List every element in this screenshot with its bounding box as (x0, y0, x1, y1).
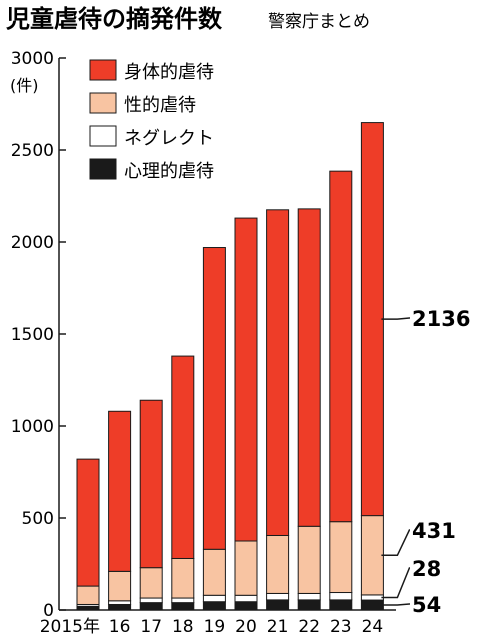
bar-segment (266, 534, 290, 594)
bar-segment (329, 521, 353, 594)
bar-segment (108, 600, 132, 605)
bar-segment (171, 597, 195, 604)
bar-segment (76, 585, 100, 605)
y-tick-label: 3000 (11, 49, 54, 69)
legend-swatch (89, 59, 117, 81)
x-tick-label: 22 (298, 617, 320, 637)
x-axis-ticks: 2015年 16 17 18 19 20 21 22 23 24 (40, 617, 383, 637)
legend-label: 性的虐待 (124, 95, 196, 116)
bar-segment (329, 592, 353, 601)
bar-segment (360, 594, 384, 601)
bar-segment (234, 217, 258, 542)
bar-segment (360, 599, 384, 611)
bar-segment (108, 410, 132, 572)
bar-segment (329, 599, 353, 611)
x-tick-label: 2015年 (40, 617, 100, 637)
bar-segment (108, 603, 132, 611)
bar-segment (171, 355, 195, 559)
x-tick-label: 18 (172, 617, 194, 637)
bar-segment (202, 601, 226, 611)
chart-title: 児童虐待の摘発件数 (6, 5, 223, 33)
y-axis-ticks: 0 500 1000 1500 2000 2500 3000 (11, 49, 66, 621)
callout-leader-line (381, 529, 411, 557)
callout-label: 54 (412, 593, 441, 617)
x-tick-label: 21 (267, 617, 289, 637)
bar-segment (297, 592, 321, 601)
bar-segment (139, 597, 163, 604)
bar-segment (329, 170, 353, 523)
chart-subtitle: 警察庁まとめ (268, 12, 370, 32)
y-axis-unit: (件) (10, 76, 39, 95)
bar-segment (234, 594, 258, 603)
bar-segment (171, 557, 195, 599)
bar-segment (202, 247, 226, 550)
bar-segment (360, 515, 384, 596)
legend-label: 身体的虐待 (124, 62, 214, 83)
legend-swatch (89, 125, 117, 147)
callout-label: 2136 (412, 307, 470, 331)
legend-swatch (89, 92, 117, 114)
bar-segment (360, 122, 384, 517)
y-tick-label: 2000 (11, 233, 54, 253)
bar-segment (234, 540, 258, 596)
bar-group (76, 122, 384, 611)
callout-label: 28 (412, 557, 441, 581)
callout-leader-line (381, 567, 411, 599)
bar-segment (234, 601, 258, 611)
bar-segment (297, 208, 321, 527)
x-tick-label: 20 (235, 617, 257, 637)
bar-segment (266, 599, 290, 611)
bar-segment (266, 592, 290, 601)
y-tick-label: 1500 (11, 325, 54, 345)
legend-label: ネグレクト (124, 128, 214, 149)
bar-segment (297, 525, 321, 594)
legend-label: 心理的虐待 (124, 161, 214, 182)
x-tick-label: 23 (330, 617, 352, 637)
x-tick-label: 24 (362, 617, 384, 637)
y-tick-label: 0 (43, 601, 54, 621)
bar-segment (202, 548, 226, 596)
x-tick-label: 17 (140, 617, 162, 637)
bar-segment (139, 602, 163, 611)
x-tick-label: 19 (204, 617, 226, 637)
y-tick-label: 500 (22, 509, 54, 529)
y-tick-label: 1000 (11, 417, 54, 437)
bar-segment (76, 605, 100, 611)
bar-segment (202, 594, 226, 603)
callouts: 2136 431 28 54 (381, 307, 470, 617)
bar-segment (139, 567, 163, 599)
bar-segment (139, 399, 163, 569)
y-tick-label: 2500 (11, 141, 54, 161)
bar-segment (171, 602, 195, 611)
legend-swatch (89, 158, 117, 180)
x-tick-label: 16 (109, 617, 131, 637)
callout-leader-line (381, 317, 410, 320)
bar-segment (76, 458, 100, 587)
bar-segment (108, 570, 132, 602)
callout-label: 431 (412, 519, 456, 543)
bar-segment (297, 599, 321, 611)
callout-leader-line (381, 603, 410, 606)
bar-segment (266, 209, 290, 536)
